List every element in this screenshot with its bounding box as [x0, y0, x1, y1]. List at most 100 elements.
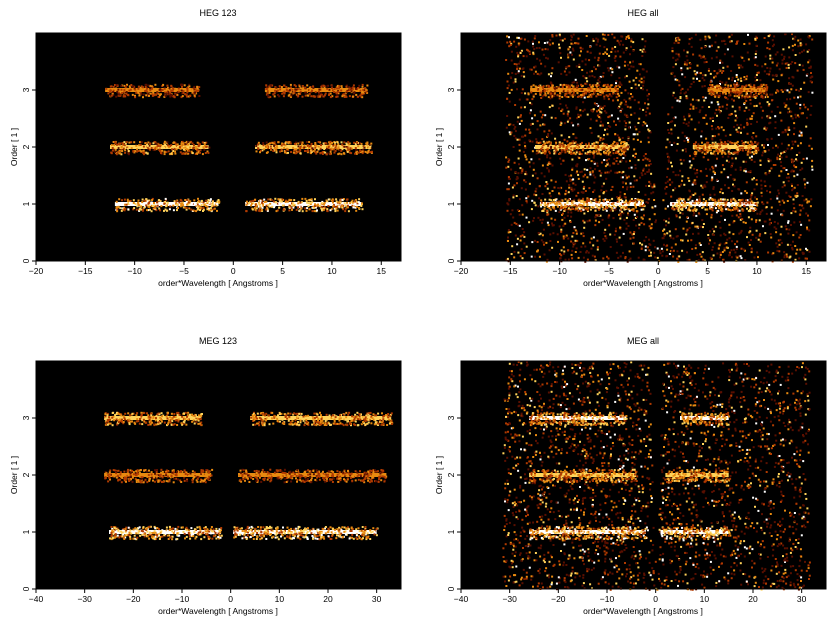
event-pixel	[199, 151, 201, 154]
event-pixel	[808, 229, 811, 232]
event-pixel	[598, 76, 601, 79]
event-pixel	[560, 228, 563, 231]
event-pixel	[262, 144, 265, 147]
event-pixel	[790, 183, 793, 186]
event-pixel	[694, 155, 697, 157]
event-pixel	[723, 53, 726, 56]
event-pixel	[752, 209, 755, 212]
event-pixel	[632, 236, 635, 239]
event-pixel	[588, 199, 591, 202]
event-pixel	[711, 138, 714, 141]
event-pixel	[591, 171, 594, 174]
event-pixel	[538, 185, 541, 188]
event-pixel	[199, 143, 201, 146]
event-pixel	[325, 153, 328, 156]
event-pixel	[572, 124, 575, 127]
event-pixel	[197, 197, 199, 200]
event-pixel	[808, 200, 811, 203]
event-pixel	[168, 90, 171, 93]
event-pixel	[593, 66, 596, 69]
event-pixel	[320, 205, 323, 208]
event-pixel	[641, 217, 644, 220]
event-pixel	[569, 208, 572, 211]
event-pixel	[560, 72, 563, 75]
event-pixel	[705, 61, 708, 63]
event-pixel	[326, 208, 329, 211]
event-pixel	[605, 189, 608, 192]
event-pixel	[615, 82, 617, 85]
event-pixel	[695, 107, 698, 110]
event-pixel	[775, 227, 778, 230]
event-pixel	[748, 201, 751, 204]
event-pixel	[758, 102, 761, 105]
event-pixel	[180, 83, 183, 86]
event-pixel	[569, 51, 572, 54]
event-pixel	[584, 82, 587, 85]
event-pixel	[699, 200, 702, 203]
event-pixel	[540, 116, 543, 119]
event-pixel	[689, 166, 692, 169]
event-pixel	[362, 148, 364, 151]
event-pixel	[185, 148, 188, 151]
event-pixel	[737, 40, 740, 43]
event-pixel	[685, 230, 688, 233]
event-pixel	[615, 251, 618, 254]
event-pixel	[725, 147, 728, 150]
event-pixel	[514, 126, 517, 128]
event-pixel	[597, 135, 600, 138]
event-pixel	[572, 93, 575, 96]
event-pixel	[333, 205, 336, 208]
event-pixel	[786, 147, 789, 150]
event-pixel	[577, 42, 580, 45]
event-pixel	[595, 204, 598, 207]
event-pixel	[784, 33, 787, 36]
event-pixel	[191, 91, 194, 94]
event-pixel	[761, 201, 764, 204]
event-pixel	[567, 211, 570, 214]
event-pixel	[761, 109, 764, 112]
event-pixel	[807, 35, 810, 38]
event-pixel	[744, 221, 747, 224]
event-pixel	[198, 95, 201, 97]
event-pixel	[312, 207, 315, 209]
event-pixel	[538, 150, 541, 153]
event-pixel	[711, 228, 714, 230]
event-pixel	[736, 82, 739, 85]
event-pixel	[509, 123, 512, 126]
event-pixel	[602, 53, 605, 55]
event-pixel	[533, 217, 535, 220]
event-pixel	[165, 209, 168, 212]
event-pixel	[739, 166, 742, 169]
event-pixel	[698, 195, 701, 198]
event-pixel	[677, 208, 680, 211]
event-pixel	[557, 148, 560, 150]
event-pixel	[748, 109, 751, 111]
event-pixel	[603, 46, 606, 49]
event-pixel	[748, 143, 751, 146]
event-pixel	[732, 233, 735, 236]
event-pixel	[808, 49, 811, 51]
event-pixel	[546, 163, 549, 166]
event-pixel	[577, 173, 580, 176]
event-pixel	[587, 144, 590, 147]
event-pixel	[203, 204, 206, 207]
event-pixel	[761, 154, 764, 157]
event-pixel	[699, 244, 702, 246]
event-pixel	[560, 204, 563, 207]
event-pixel	[582, 191, 585, 194]
event-pixel	[117, 88, 120, 91]
event-pixel	[156, 201, 159, 204]
event-pixel	[634, 156, 636, 159]
event-pixel	[608, 224, 611, 227]
event-pixel	[609, 125, 612, 128]
event-pixel	[609, 209, 612, 212]
event-pixel	[586, 168, 589, 171]
event-pixel	[755, 44, 758, 47]
event-pixel	[589, 45, 592, 48]
event-pixel	[193, 199, 196, 202]
event-pixel	[663, 243, 665, 246]
event-pixel	[798, 151, 801, 154]
event-pixel	[192, 209, 195, 212]
event-pixel	[570, 240, 573, 243]
event-pixel	[690, 83, 693, 85]
